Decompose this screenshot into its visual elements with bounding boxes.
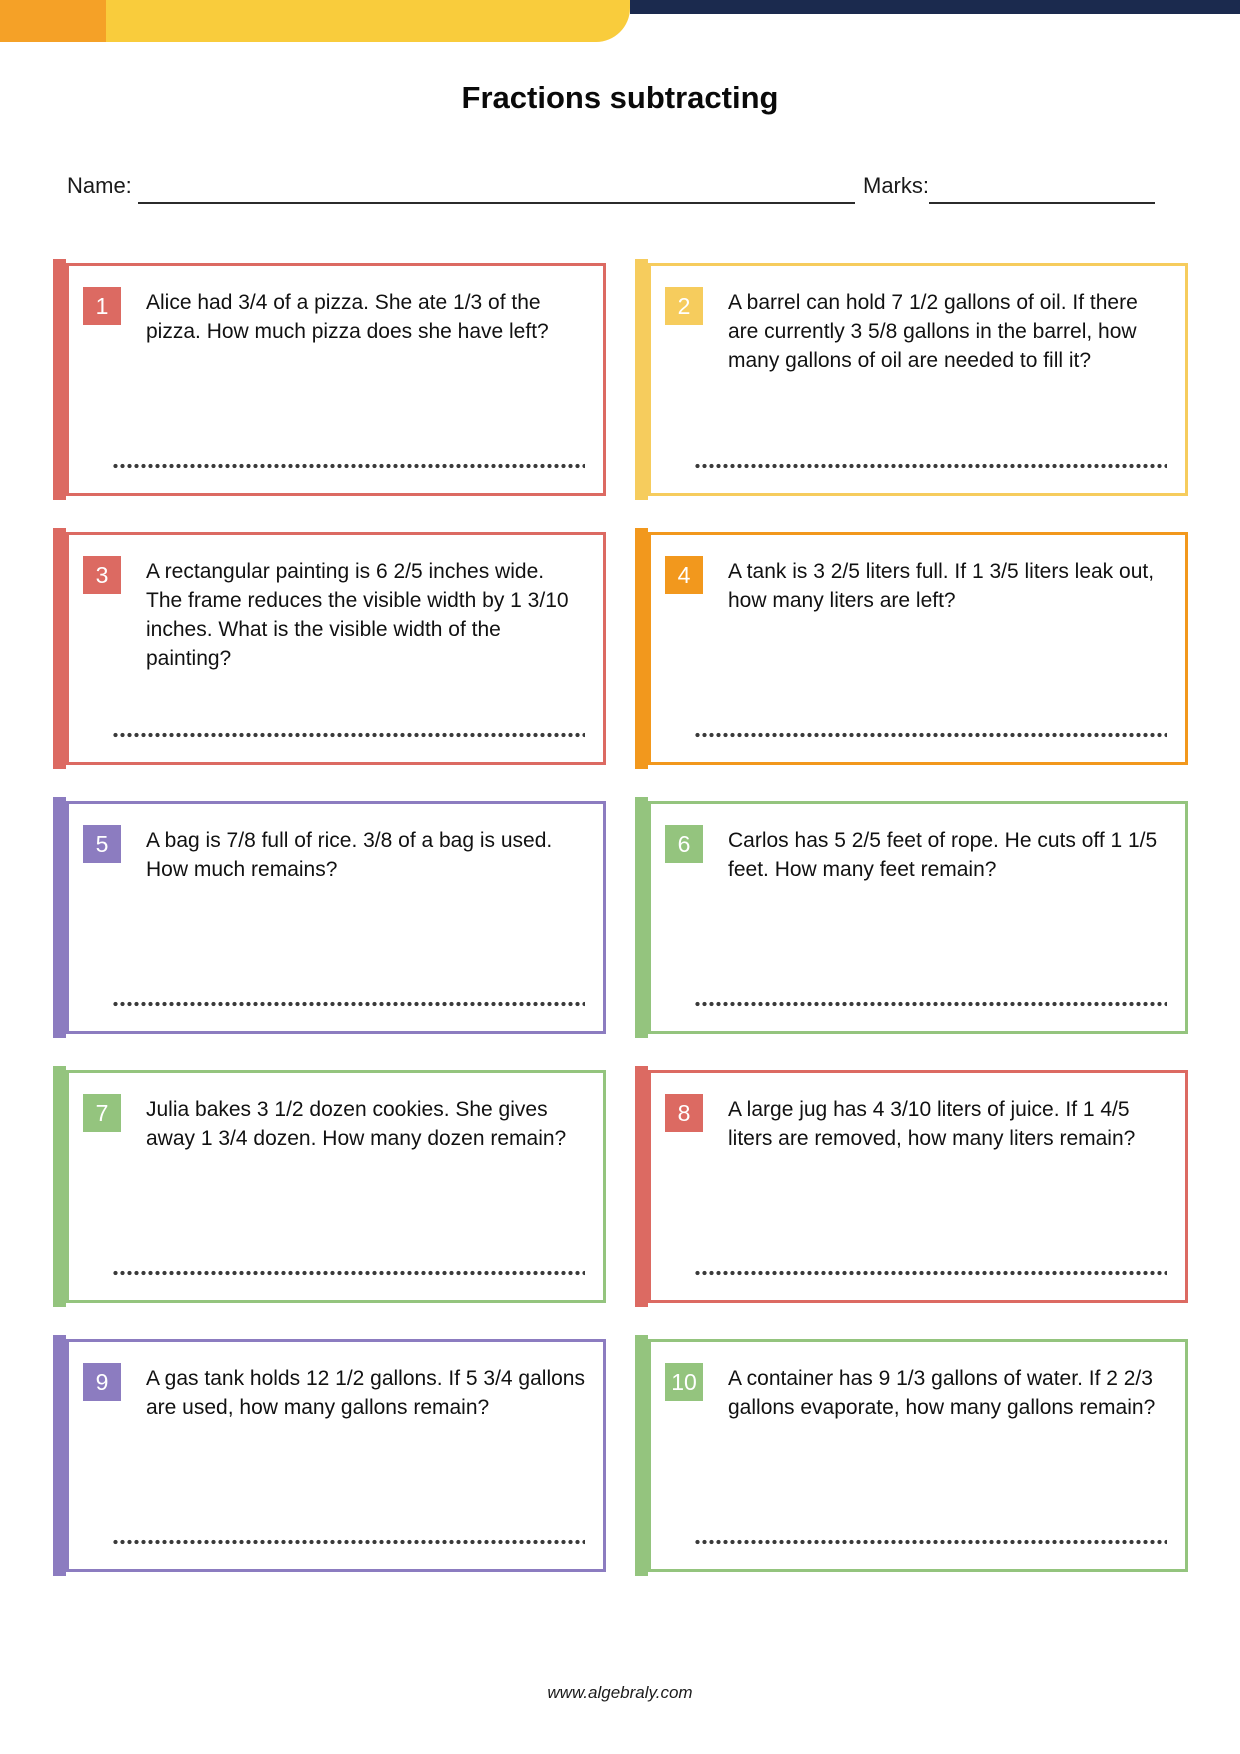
question-number: 7 [83,1094,121,1132]
marks-blank-line [929,172,1155,204]
name-blank-line [137,172,855,204]
question-card: 2 A barrel can hold 7 1/2 gallons of oil… [635,259,1188,500]
question-cell: 6 Carlos has 5 2/5 feet of rope. He cuts… [635,797,1188,1038]
question-card: 1 Alice had 3/4 of a pizza. She ate 1/3 … [53,259,606,500]
name-label: Name: [67,173,132,198]
header-band-yellow [106,0,630,42]
question-number: 1 [83,287,121,325]
question-cell: 10 A container has 9 1/3 gallons of wate… [635,1335,1188,1576]
question-cell: 3 A rectangular painting is 6 2/5 inches… [53,528,606,769]
question-number: 3 [83,556,121,594]
question-card: 5 A bag is 7/8 full of rice. 3/8 of a ba… [53,797,606,1038]
header-band-navy [630,0,1240,14]
question-number: 2 [665,287,703,325]
answer-dotted-line [113,1001,585,1007]
question-card: 9 A gas tank holds 12 1/2 gallons. If 5 … [53,1335,606,1576]
question-card: 7 Julia bakes 3 1/2 dozen cookies. She g… [53,1066,606,1307]
answer-dotted-line [113,1270,585,1276]
question-card: 8 A large jug has 4 3/10 liters of juice… [635,1066,1188,1307]
answer-dotted-line [695,1001,1167,1007]
question-cell: 4 A tank is 3 2/5 liters full. If 1 3/5 … [635,528,1188,769]
question-number: 8 [665,1094,703,1132]
question-number: 6 [665,825,703,863]
question-card: 4 A tank is 3 2/5 liters full. If 1 3/5 … [635,528,1188,769]
question-cell: 7 Julia bakes 3 1/2 dozen cookies. She g… [53,1066,606,1307]
question-number: 4 [665,556,703,594]
header-band-orange [0,0,106,42]
footer-website: www.algebraly.com [547,1683,693,1702]
question-text: A gas tank holds 12 1/2 gallons. If 5 3/… [146,1367,585,1419]
answer-dotted-line [695,1539,1167,1545]
questions-grid: 1 Alice had 3/4 of a pizza. She ate 1/3 … [53,259,1188,1576]
answer-dotted-line [695,1270,1167,1276]
answer-dotted-line [113,1539,585,1545]
question-text: A bag is 7/8 full of rice. 3/8 of a bag … [146,829,553,881]
question-text: A barrel can hold 7 1/2 gallons of oil. … [728,291,1138,372]
answer-dotted-line [113,732,585,738]
question-text: Alice had 3/4 of a pizza. She ate 1/3 of… [146,291,549,343]
question-text: A tank is 3 2/5 liters full. If 1 3/5 li… [728,560,1155,612]
page-title: Fractions subtracting [461,80,779,115]
question-cell: 1 Alice had 3/4 of a pizza. She ate 1/3 … [53,259,606,500]
question-text: Julia bakes 3 1/2 dozen cookies. She giv… [146,1098,567,1150]
question-card: 10 A container has 9 1/3 gallons of wate… [635,1335,1188,1576]
question-text: A container has 9 1/3 gallons of water. … [728,1367,1156,1419]
answer-dotted-line [695,463,1167,469]
question-number: 9 [83,1363,121,1401]
question-cell: 5 A bag is 7/8 full of rice. 3/8 of a ba… [53,797,606,1038]
question-text: A large jug has 4 3/10 liters of juice. … [728,1098,1136,1150]
marks-label: Marks: [863,173,929,198]
answer-dotted-line [113,463,585,469]
question-number: 5 [83,825,121,863]
question-cell: 8 A large jug has 4 3/10 liters of juice… [635,1066,1188,1307]
question-text: Carlos has 5 2/5 feet of rope. He cuts o… [728,829,1158,881]
question-card: 3 A rectangular painting is 6 2/5 inches… [53,528,606,769]
question-number: 10 [665,1363,703,1401]
answer-dotted-line [695,732,1167,738]
name-marks-row: Name: Marks: [67,168,1155,204]
question-cell: 9 A gas tank holds 12 1/2 gallons. If 5 … [53,1335,606,1576]
question-card: 6 Carlos has 5 2/5 feet of rope. He cuts… [635,797,1188,1038]
question-text: A rectangular painting is 6 2/5 inches w… [146,560,569,670]
question-cell: 2 A barrel can hold 7 1/2 gallons of oil… [635,259,1188,500]
